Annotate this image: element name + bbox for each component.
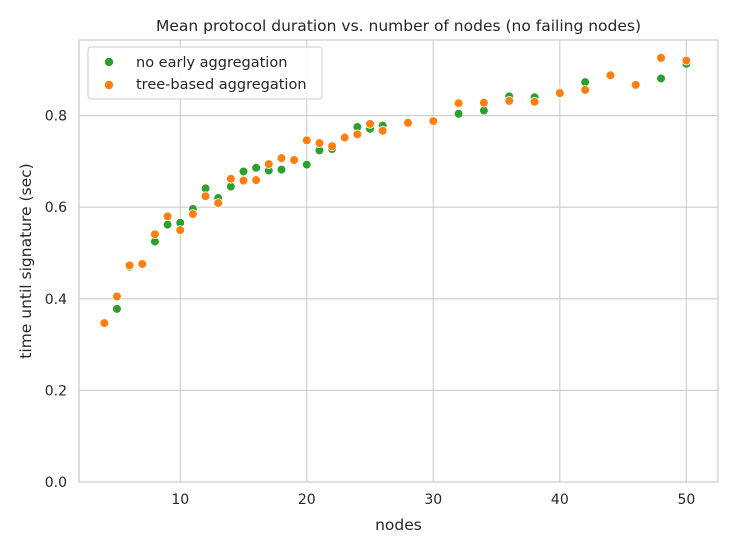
y-tick-label: 0.2: [45, 383, 67, 399]
data-point: [264, 159, 274, 169]
x-tick-label: 40: [551, 492, 569, 508]
data-point: [681, 55, 692, 66]
data-point: [630, 80, 641, 90]
data-point: [162, 211, 173, 222]
data-point: [175, 225, 186, 235]
legend-label-no-early-aggregation: no early aggregation: [136, 55, 287, 71]
legend-frame: [87, 46, 323, 100]
legend-marker-tree-based-aggregation: [104, 80, 115, 91]
legend: no early aggregation tree-based aggregat…: [87, 46, 323, 100]
data-point: [238, 166, 249, 177]
data-point: [327, 141, 337, 152]
data-point: [365, 119, 375, 129]
x-tick-label: 50: [677, 492, 695, 508]
data-point: [188, 209, 198, 219]
data-point: [352, 129, 363, 140]
data-point: [200, 191, 211, 201]
data-point: [251, 162, 261, 173]
data-point: [339, 132, 350, 143]
data-point: [555, 88, 565, 98]
data-point: [112, 291, 122, 302]
grid-lines: [79, 40, 718, 483]
data-point: [162, 219, 173, 230]
data-point: [276, 153, 287, 163]
data-point: [656, 73, 666, 84]
data-point: [314, 138, 325, 148]
data-point: [137, 259, 148, 269]
data-points: [99, 53, 692, 328]
x-tick-label: 20: [298, 492, 316, 508]
data-point: [213, 198, 223, 208]
data-point: [377, 125, 388, 136]
data-point: [605, 70, 616, 81]
data-point: [403, 118, 413, 128]
data-point: [276, 164, 287, 175]
data-point: [251, 175, 261, 185]
legend-marker-no-early-aggregation: [104, 57, 115, 68]
data-point: [453, 98, 464, 109]
data-point: [656, 53, 666, 63]
data-point: [289, 155, 299, 165]
data-point: [150, 229, 160, 240]
x-axis-label: nodes: [375, 516, 422, 534]
series-points: [99, 53, 692, 328]
y-axis-label: time until signature (sec): [17, 163, 35, 358]
data-point: [112, 304, 122, 314]
data-point: [226, 173, 236, 184]
data-point: [124, 260, 135, 271]
data-point: [238, 175, 249, 186]
y-tick-label: 0.4: [45, 292, 67, 308]
data-point: [99, 318, 110, 328]
chart-title: Mean protocol duration vs. number of nod…: [156, 17, 641, 35]
data-point: [301, 159, 312, 170]
data-point: [301, 135, 312, 146]
data-point: [453, 108, 464, 119]
tick-labels: 10 20 30 40 50 0.0 0.2 0.4 0.6 0.8: [45, 109, 696, 508]
data-point: [504, 96, 515, 106]
y-tick-label: 0.0: [45, 475, 67, 491]
legend-label-tree-based-aggregation: tree-based aggregation: [136, 77, 307, 93]
plot-frame: [78, 39, 719, 483]
y-tick-label: 0.6: [45, 200, 67, 216]
data-point: [479, 97, 489, 108]
data-point: [529, 97, 540, 107]
data-point: [428, 116, 439, 126]
data-point: [580, 85, 590, 95]
x-tick-label: 10: [171, 492, 189, 508]
x-tick-label: 30: [424, 492, 442, 508]
y-tick-label: 0.8: [45, 109, 67, 125]
